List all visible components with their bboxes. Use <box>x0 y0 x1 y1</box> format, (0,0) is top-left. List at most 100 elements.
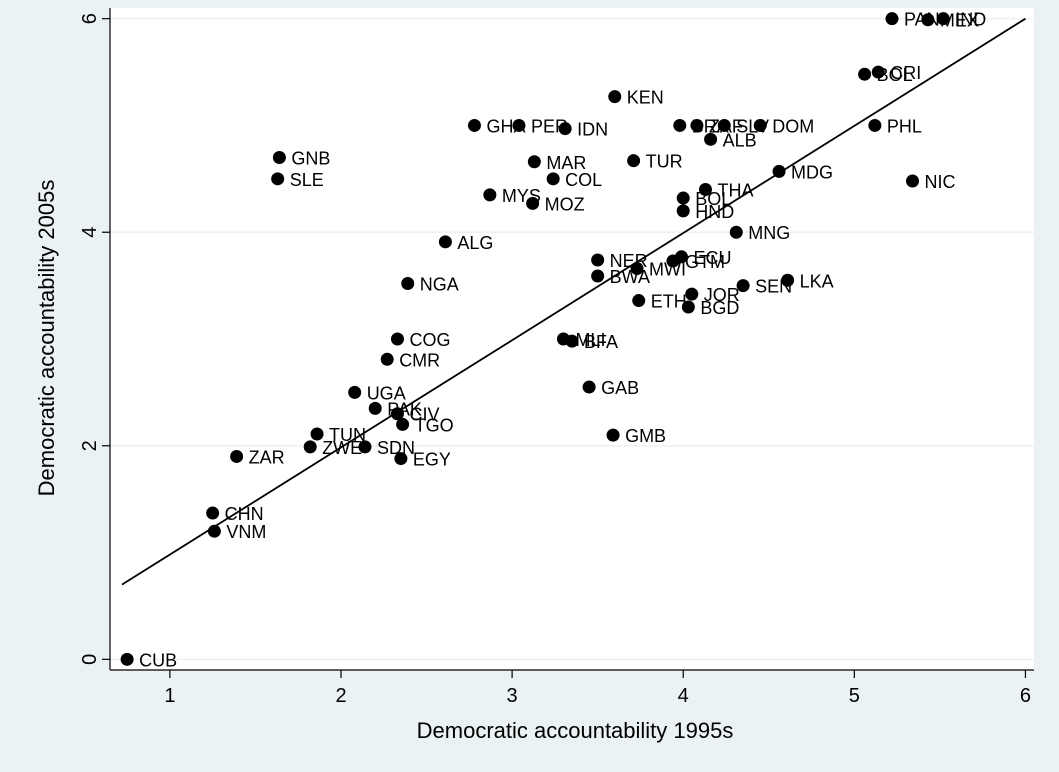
point-marker <box>630 262 644 276</box>
point-marker <box>753 118 767 132</box>
points-group: CUBCHNVNMZARGNBSLEZWETUNUGASDNPAKCMRCIVC… <box>120 10 986 670</box>
point-label: EGY <box>413 450 451 470</box>
point-marker <box>512 118 526 132</box>
point-label: BGD <box>700 298 739 318</box>
point-marker <box>676 204 690 218</box>
point-label: UGA <box>367 383 406 403</box>
point-label: BFA <box>584 332 618 352</box>
point-marker <box>310 427 324 441</box>
y-tick-label: 4 <box>79 227 101 238</box>
point-marker <box>565 334 579 348</box>
point-label: GNB <box>291 148 330 168</box>
point-marker <box>936 12 950 26</box>
point-label: JOR <box>704 285 740 305</box>
point-marker <box>358 440 372 454</box>
point-label: IND <box>955 10 986 30</box>
point-marker <box>868 118 882 132</box>
point-label: ZWE <box>322 438 362 458</box>
point-marker <box>546 172 560 186</box>
point-marker <box>781 273 795 287</box>
point-label: GMB <box>625 426 666 446</box>
point-label: CHN <box>225 504 264 524</box>
point-label: CUB <box>139 650 177 670</box>
point-label: PER <box>531 116 568 136</box>
point-marker <box>921 13 935 27</box>
point-marker <box>591 269 605 283</box>
point-label: COL <box>565 170 602 190</box>
point-label: BWA <box>610 267 650 287</box>
point-label: TGO <box>415 415 454 435</box>
y-tick-label: 2 <box>79 440 101 451</box>
point-label: THA <box>717 181 753 201</box>
point-label: DOM <box>772 116 814 136</box>
point-marker <box>271 172 285 186</box>
point-marker <box>348 385 362 399</box>
point-marker <box>390 332 404 346</box>
point-marker <box>885 12 899 26</box>
point-marker <box>729 225 743 239</box>
point-label: MNG <box>748 223 790 243</box>
x-tick-label: 4 <box>678 685 689 707</box>
point-label: HND <box>695 202 734 222</box>
x-tick-label: 6 <box>1020 685 1031 707</box>
point-label: ALB <box>723 130 757 150</box>
point-marker <box>303 440 317 454</box>
point-marker <box>673 118 687 132</box>
point-label: NGA <box>420 274 459 294</box>
point-marker <box>906 174 920 188</box>
point-marker <box>871 65 885 79</box>
point-label: KEN <box>627 88 664 108</box>
fit-line <box>121 17 1026 586</box>
x-tick-label: 3 <box>507 685 518 707</box>
point-label: GTM <box>685 252 725 272</box>
point-label: SLE <box>290 170 324 190</box>
point-label: CRI <box>890 63 921 83</box>
point-marker <box>380 352 394 366</box>
x-tick-label: 1 <box>164 685 175 707</box>
point-label: BOL <box>877 65 913 85</box>
point-label: NIC <box>925 172 956 192</box>
point-marker <box>632 294 646 308</box>
x-axis-title: Democratic accountability 1995s <box>417 718 734 743</box>
point-label: COG <box>409 330 450 350</box>
point-marker <box>675 250 689 264</box>
x-tick-label: 2 <box>335 685 346 707</box>
point-label: MLI <box>575 330 605 350</box>
point-label: MDG <box>791 162 833 182</box>
point-marker <box>526 196 540 210</box>
point-marker <box>606 428 620 442</box>
y-tick-label: 0 <box>79 654 101 665</box>
point-marker <box>438 235 452 249</box>
point-marker <box>698 183 712 197</box>
point-label: TUR <box>646 152 683 172</box>
x-tick-label: 5 <box>849 685 860 707</box>
point-marker <box>120 652 134 666</box>
point-marker <box>527 155 541 169</box>
point-marker <box>858 67 872 81</box>
point-marker <box>676 191 690 205</box>
point-marker <box>390 407 404 421</box>
point-marker <box>736 279 750 293</box>
point-marker <box>627 154 641 168</box>
point-marker <box>394 452 408 466</box>
point-label: ECU <box>694 248 732 268</box>
point-label: MEX <box>940 11 979 31</box>
point-marker <box>608 90 622 104</box>
point-label: ALG <box>457 233 493 253</box>
y-axis-title: Democratic accountability 2005s <box>34 180 59 497</box>
point-marker <box>207 524 221 538</box>
point-label: ETH <box>651 292 687 312</box>
point-label: VNM <box>226 522 266 542</box>
point-marker <box>401 276 415 290</box>
point-marker <box>483 188 497 202</box>
gridlines <box>110 17 1034 661</box>
point-label: MOZ <box>545 194 585 214</box>
point-label: MAR <box>546 153 586 173</box>
point-marker <box>772 164 786 178</box>
point-marker <box>681 300 695 314</box>
point-marker <box>230 449 244 463</box>
point-marker <box>272 150 286 164</box>
point-label: LKA <box>800 271 834 291</box>
point-label: ZAR <box>249 447 285 467</box>
